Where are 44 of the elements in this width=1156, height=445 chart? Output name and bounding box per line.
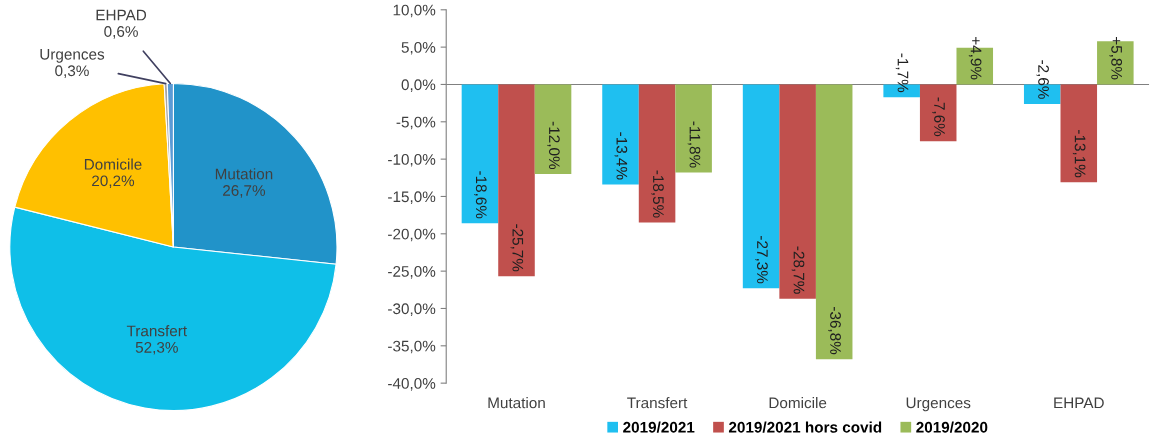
x-tick-label: Mutation xyxy=(488,397,545,409)
data-label: -27,3% xyxy=(755,236,768,284)
legend-label: 2019/2021 xyxy=(623,421,695,433)
x-tick-label: EHPAD xyxy=(1054,397,1104,409)
data-label: +4,9% xyxy=(968,36,982,80)
y-tick-label: 0,0% xyxy=(401,79,436,92)
data-label: -25,7% xyxy=(510,224,524,272)
data-label: -18,5% xyxy=(651,170,664,218)
y-tick-label: -20,0% xyxy=(388,228,436,242)
y-tick-label: -10,0% xyxy=(388,154,436,167)
x-tick-label: Domicile xyxy=(769,397,827,409)
data-label: -18,6% xyxy=(474,171,487,219)
data-label: -13,1% xyxy=(1072,130,1086,178)
slice-label: Mutation xyxy=(215,168,273,180)
data-label: -7,6% xyxy=(932,97,945,137)
data-label: -13,4% xyxy=(614,132,628,180)
data-label: -28,7% xyxy=(791,246,805,294)
data-label: 0,6% xyxy=(104,26,138,39)
slice-label: Transfert xyxy=(126,325,187,337)
y-tick-label: -15,0% xyxy=(388,191,436,204)
x-tick-label: Transfert xyxy=(627,397,688,409)
legend-label: 2019/2020 xyxy=(916,421,988,433)
data-label: -12,0% xyxy=(547,121,560,170)
data-label: 26,7% xyxy=(223,185,266,198)
slice-label: EHPAD xyxy=(96,9,147,21)
y-tick-label: -5,0% xyxy=(396,116,436,130)
data-label: 20,2% xyxy=(92,175,135,189)
data-label: -36,8% xyxy=(828,307,841,355)
y-tick-label: 5,0% xyxy=(401,41,436,55)
legend-label: 2019/2021 hors covid xyxy=(728,421,882,433)
data-label: 52,3% xyxy=(135,341,178,355)
data-label: -11,8% xyxy=(687,121,701,168)
y-tick-label: -40,0% xyxy=(388,378,436,391)
data-label: +5,8% xyxy=(1109,36,1123,80)
y-tick-label: 10,0% xyxy=(393,4,436,18)
data-label: -1,7% xyxy=(895,53,909,93)
data-label: 0,3% xyxy=(55,65,89,78)
y-tick-label: -35,0% xyxy=(388,340,436,354)
x-tick-label: Urgences xyxy=(906,397,971,412)
slice-label: Urgences xyxy=(40,49,105,63)
slice-label: Domicile xyxy=(84,158,142,170)
data-label: -2,6% xyxy=(1036,60,1049,99)
y-tick-label: -25,0% xyxy=(388,266,436,279)
y-tick-label: -30,0% xyxy=(388,303,436,316)
